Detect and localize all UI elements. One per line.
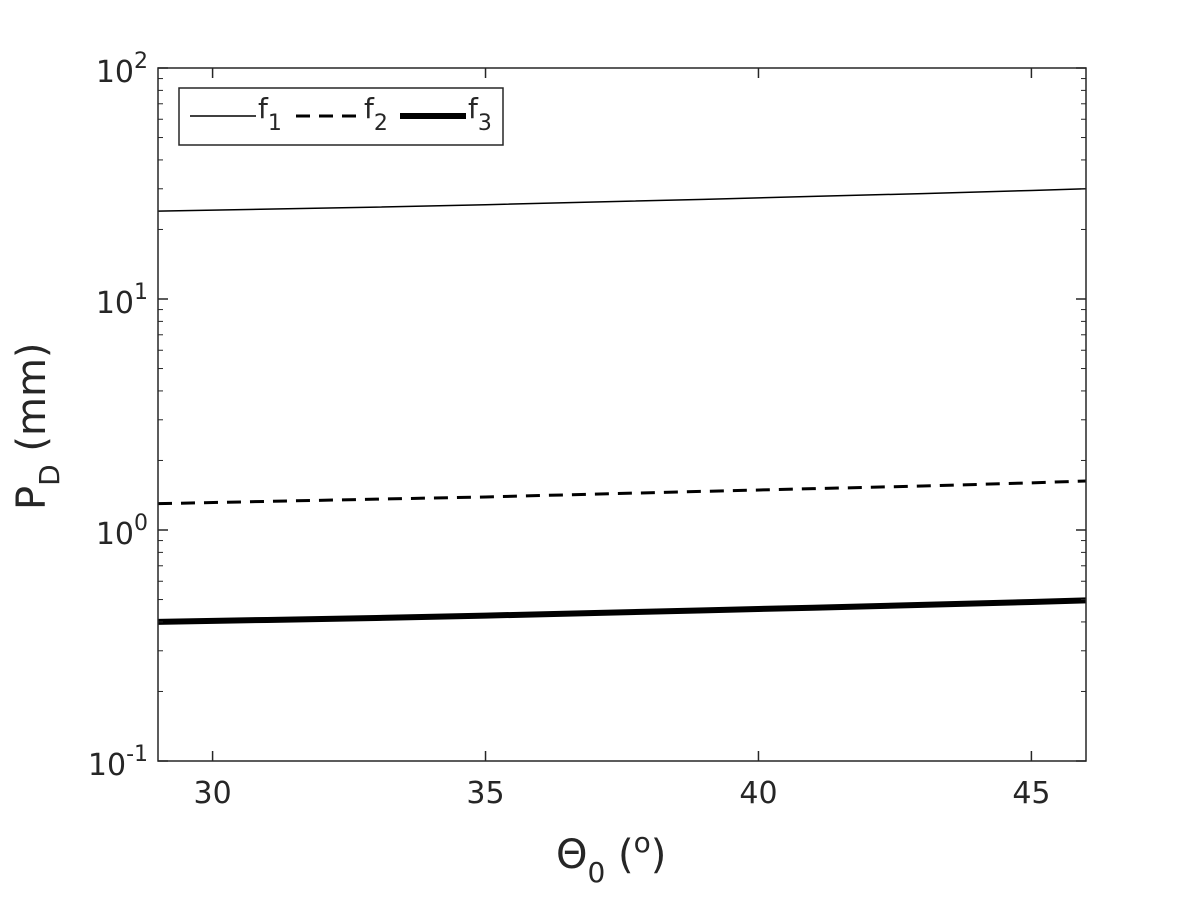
x-tick-label: 35: [466, 776, 504, 811]
y-tick-label: 102: [96, 49, 148, 90]
x-tick-label: 45: [1012, 776, 1050, 811]
x-axis-label-close: ): [651, 832, 667, 878]
x-axis-label-open: (: [605, 832, 633, 878]
axes-box: [157, 67, 1087, 762]
x-axis-label-sub: 0: [587, 856, 605, 889]
tick-layer: 30 35 40 45 10-1 100 101 102: [88, 49, 1086, 811]
x-axis-label: Θ0 (o): [556, 826, 666, 889]
y-axis-label-sub: D: [33, 464, 66, 486]
x-tick-label: 40: [739, 776, 777, 811]
series-line-f3: [157, 597, 1087, 625]
legend-label-f2: f2: [364, 92, 388, 136]
x-axis-label-main: Θ: [556, 832, 587, 878]
y-axis-label-main: P: [9, 486, 55, 510]
legend-label-f1: f1: [258, 92, 282, 136]
y-tick-label: 100: [96, 511, 148, 552]
legend: f1 f2 f3: [178, 87, 504, 146]
series-line-f1: [157, 188, 1087, 212]
series-line-f2: [157, 479, 1087, 506]
y-tick-label: 10-1: [88, 742, 148, 783]
x-axis-label-sup: o: [634, 826, 651, 859]
axes-layer: [157, 67, 1087, 762]
y-axis-label-rest: (mm): [9, 342, 55, 464]
y-axis-label: PD (mm): [9, 342, 66, 510]
series-layer: [157, 188, 1087, 625]
x-tick-label: 30: [193, 776, 231, 811]
y-tick-label: 101: [96, 280, 148, 321]
legend-label-f3: f3: [468, 92, 492, 136]
